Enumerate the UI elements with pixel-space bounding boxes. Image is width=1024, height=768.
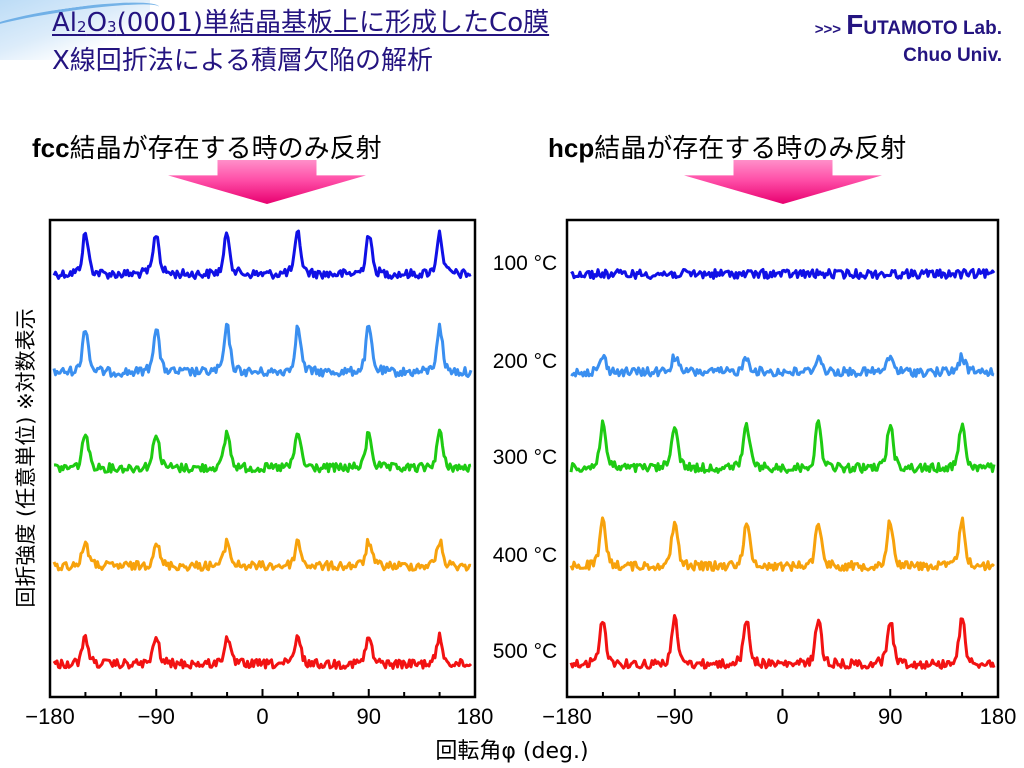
x-tick-label-hcp: 180 (980, 704, 1017, 729)
y-axis-label: 回折強度 (任意単位) ※対数表示 (14, 308, 38, 607)
temperature-label: 300 °C (493, 446, 557, 469)
title-rest: (0001)単結晶基板上に形成したCo膜 (116, 8, 550, 38)
trace-fcc-1 (52, 229, 472, 280)
title-al: Al (52, 8, 78, 38)
x-tick-label-hcp: 0 (776, 704, 788, 729)
temperature-label: 200 °C (493, 350, 557, 373)
hcp-heading: hcp結晶が存在する時のみ反射 (548, 128, 906, 165)
plot-frame-fcc (48, 218, 477, 699)
x-tick-label-fcc: −90 (138, 704, 175, 729)
fcc-heading-text: 結晶が存在する時のみ反射 (69, 134, 382, 164)
temperature-label: 500 °C (493, 640, 557, 663)
x-tick-label-fcc: −180 (25, 704, 75, 729)
title-o: O (86, 8, 108, 38)
plot-frame-hcp (565, 218, 1000, 699)
temperature-label: 400 °C (493, 544, 557, 567)
lab-name: UTAMOTO Lab. (863, 18, 1002, 39)
lab-name-line: >>> FUTAMOTO Lab. (814, 9, 1002, 43)
x-tick-label-fcc: 90 (357, 704, 381, 729)
lab-arrows: >>> (814, 21, 841, 38)
title-sub-2: 2 (77, 18, 87, 36)
trace-hcp-2 (570, 352, 995, 378)
x-axis-label: 回転角φ (deg.) (435, 739, 588, 764)
trace-hcp-3 (569, 419, 996, 474)
trace-fcc-3 (53, 428, 472, 474)
title-line-2: X線回折法による積層欠陥の解析 (52, 46, 434, 76)
fcc-heading-bold: fcc (32, 133, 70, 163)
x-tick-label-hcp: 90 (878, 704, 902, 729)
slide-title: Al2O3(0001)単結晶基板上に形成したCo膜 X線回折法による積層欠陥の解… (52, 6, 549, 78)
title-sub-3: 3 (107, 18, 117, 36)
fcc-heading: fcc結晶が存在する時のみ反射 (32, 128, 382, 165)
temperature-label: 100 °C (493, 252, 557, 275)
lab-initial: F (846, 9, 864, 40)
x-tick-label-hcp: −90 (656, 704, 693, 729)
trace-fcc-5 (52, 631, 473, 670)
trace-hcp-4 (569, 516, 995, 572)
hcp-heading-text: 結晶が存在する時のみ反射 (594, 134, 907, 164)
lab-credit: >>> FUTAMOTO Lab. Chuo Univ. (814, 9, 1002, 69)
header-decoration (0, 0, 150, 60)
x-tick-label-fcc: 180 (457, 704, 494, 729)
lab-university: Chuo Univ. (903, 45, 1002, 66)
title-line-1: Al2O3(0001)単結晶基板上に形成したCo膜 (52, 8, 549, 38)
trace-fcc-2 (52, 322, 473, 378)
x-tick-label-fcc: 0 (256, 704, 268, 729)
trace-hcp-1 (570, 268, 996, 280)
x-tick-label-hcp: −180 (542, 704, 592, 729)
trace-fcc-4 (52, 537, 472, 572)
hcp-heading-bold: hcp (548, 133, 595, 163)
trace-hcp-5 (569, 614, 996, 670)
